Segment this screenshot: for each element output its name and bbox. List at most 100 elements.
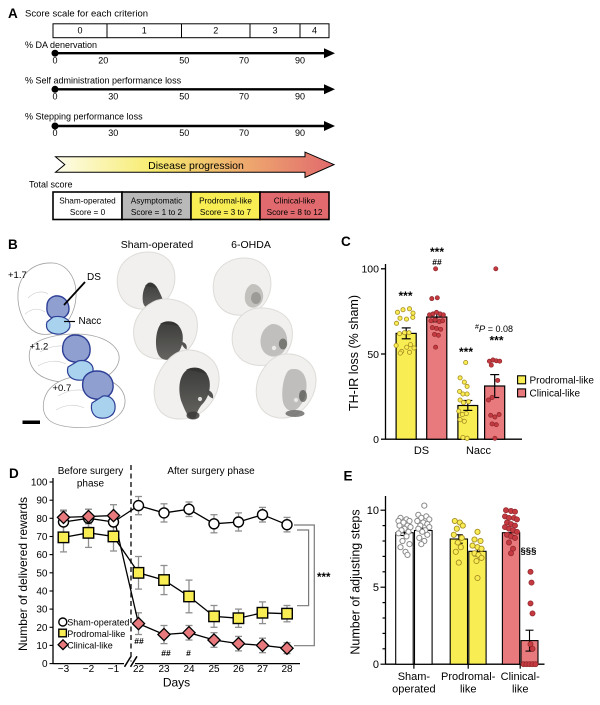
svg-text:Prodromal-like: Prodromal-like — [530, 375, 595, 386]
svg-text:−2: −2 — [83, 664, 95, 675]
svg-text:+1.2: +1.2 — [30, 342, 49, 353]
svg-text:50: 50 — [36, 568, 48, 579]
svg-text:−1: −1 — [108, 664, 120, 675]
svg-text:100: 100 — [31, 478, 48, 489]
svg-text:0: 0 — [373, 659, 379, 671]
svg-text:***: *** — [430, 245, 444, 259]
svg-text:Score = 3 to 7: Score = 3 to 7 — [200, 208, 252, 217]
svg-text:Score = 0: Score = 0 — [70, 208, 106, 217]
svg-text:C: C — [341, 234, 351, 249]
svg-text:***: *** — [459, 345, 473, 359]
svg-text:80: 80 — [36, 514, 48, 525]
svg-text:50: 50 — [367, 349, 379, 361]
svg-text:+1.7: +1.7 — [8, 270, 27, 281]
svg-text:50: 50 — [179, 92, 189, 102]
svg-text:90: 90 — [295, 92, 305, 102]
svg-text:28: 28 — [281, 664, 293, 675]
svg-text:#P = 0.08: #P = 0.08 — [475, 324, 513, 335]
svg-text:22: 22 — [133, 664, 145, 675]
svg-text:Number of delivered rewards: Number of delivered rewards — [16, 497, 30, 651]
svg-text:50: 50 — [179, 128, 189, 138]
svg-text:70: 70 — [36, 532, 48, 543]
svg-text:20: 20 — [98, 56, 108, 66]
svg-text:0: 0 — [77, 26, 82, 36]
svg-text:like: like — [512, 684, 529, 696]
svg-text:4: 4 — [312, 26, 317, 36]
svg-text:27: 27 — [257, 664, 269, 675]
svg-text:TH-IR loss (% sham): TH-IR loss (% sham) — [347, 295, 361, 411]
svg-text:0: 0 — [52, 92, 57, 102]
svg-text:#: # — [186, 648, 191, 658]
svg-text:0: 0 — [52, 56, 57, 66]
svg-text:% DA denervation: % DA denervation — [25, 40, 97, 50]
svg-text:2: 2 — [213, 26, 218, 36]
svg-text:6-OHDA: 6-OHDA — [231, 239, 271, 251]
svg-text:Sham-operated: Sham-operated — [67, 618, 129, 628]
svg-text:Score scale for each criterion: Score scale for each criterion — [25, 9, 148, 20]
svg-text:Score = 1 to 2: Score = 1 to 2 — [131, 208, 183, 217]
svg-text:25: 25 — [208, 664, 220, 675]
svg-text:***: *** — [317, 572, 331, 584]
svg-text:Number of adjusting steps: Number of adjusting steps — [349, 509, 363, 654]
svg-text:70: 70 — [239, 92, 249, 102]
svg-text:Prodromal-: Prodromal- — [441, 671, 496, 683]
svg-text:DS: DS — [87, 272, 101, 283]
svg-text:DS: DS — [414, 445, 429, 457]
svg-text:Prodromal-like: Prodromal-like — [199, 197, 252, 206]
svg-text:−3: −3 — [58, 664, 70, 675]
svg-text:Nacc: Nacc — [466, 445, 492, 457]
svg-text:24: 24 — [183, 664, 195, 675]
svg-text:30: 30 — [108, 128, 118, 138]
svg-text:B: B — [8, 237, 18, 252]
svg-text:E: E — [344, 469, 353, 484]
svg-text:Sham-operated: Sham-operated — [121, 239, 194, 251]
svg-text:operated: operated — [392, 684, 435, 696]
svg-text:Total score: Total score — [29, 180, 73, 190]
svg-text:like: like — [460, 684, 477, 696]
svg-text:70: 70 — [239, 128, 249, 138]
svg-text:100: 100 — [361, 264, 379, 276]
svg-text:0: 0 — [373, 434, 379, 446]
svg-text:30: 30 — [36, 605, 48, 616]
svg-text:A: A — [8, 6, 18, 21]
svg-text:+0.7: +0.7 — [53, 383, 72, 394]
svg-text:Disease progression: Disease progression — [148, 160, 244, 172]
svg-text:5: 5 — [373, 582, 379, 594]
svg-text:50: 50 — [179, 56, 189, 66]
svg-text:% Stepping performance loss: % Stepping performance loss — [25, 112, 143, 122]
svg-text:20: 20 — [36, 623, 48, 634]
svg-text:Nacc: Nacc — [79, 316, 102, 327]
svg-text:Clinical-: Clinical- — [501, 671, 540, 683]
svg-text:26: 26 — [233, 664, 245, 675]
svg-text:Clinical-like: Clinical-like — [530, 388, 581, 399]
svg-text:% Self administration performa: % Self administration performance loss — [25, 76, 182, 86]
svg-text:Score = 8 to 12: Score = 8 to 12 — [267, 208, 323, 217]
svg-text:0: 0 — [52, 128, 57, 138]
svg-text:23: 23 — [158, 664, 170, 675]
svg-text:Prodromal-like: Prodromal-like — [67, 629, 125, 639]
svg-text:Clinical-like: Clinical-like — [274, 197, 316, 206]
svg-text:##: ## — [161, 648, 171, 658]
svg-text:0: 0 — [42, 659, 48, 670]
svg-text:Sham-: Sham- — [398, 671, 431, 683]
svg-text:90: 90 — [36, 496, 48, 507]
svg-text:90: 90 — [295, 56, 305, 66]
svg-text:Clinical-like: Clinical-like — [67, 640, 113, 650]
svg-text:3: 3 — [272, 26, 277, 36]
svg-text:60: 60 — [36, 550, 48, 561]
svg-text:##: ## — [134, 636, 144, 646]
svg-text:30: 30 — [108, 92, 118, 102]
svg-text:§§§: §§§ — [521, 546, 537, 557]
svg-text:***: *** — [398, 289, 412, 303]
svg-text:Before surgery: Before surgery — [58, 466, 124, 477]
svg-text:Sham-operated: Sham-operated — [59, 197, 116, 206]
svg-text:***: *** — [489, 334, 503, 348]
svg-text:70: 70 — [239, 56, 249, 66]
svg-text:##: ## — [432, 257, 442, 267]
svg-text:1: 1 — [142, 26, 147, 36]
svg-text:Days: Days — [163, 676, 190, 690]
svg-text:40: 40 — [36, 587, 48, 598]
svg-text:D: D — [9, 466, 19, 481]
svg-text:phase: phase — [77, 479, 105, 490]
svg-text:10: 10 — [36, 641, 48, 652]
